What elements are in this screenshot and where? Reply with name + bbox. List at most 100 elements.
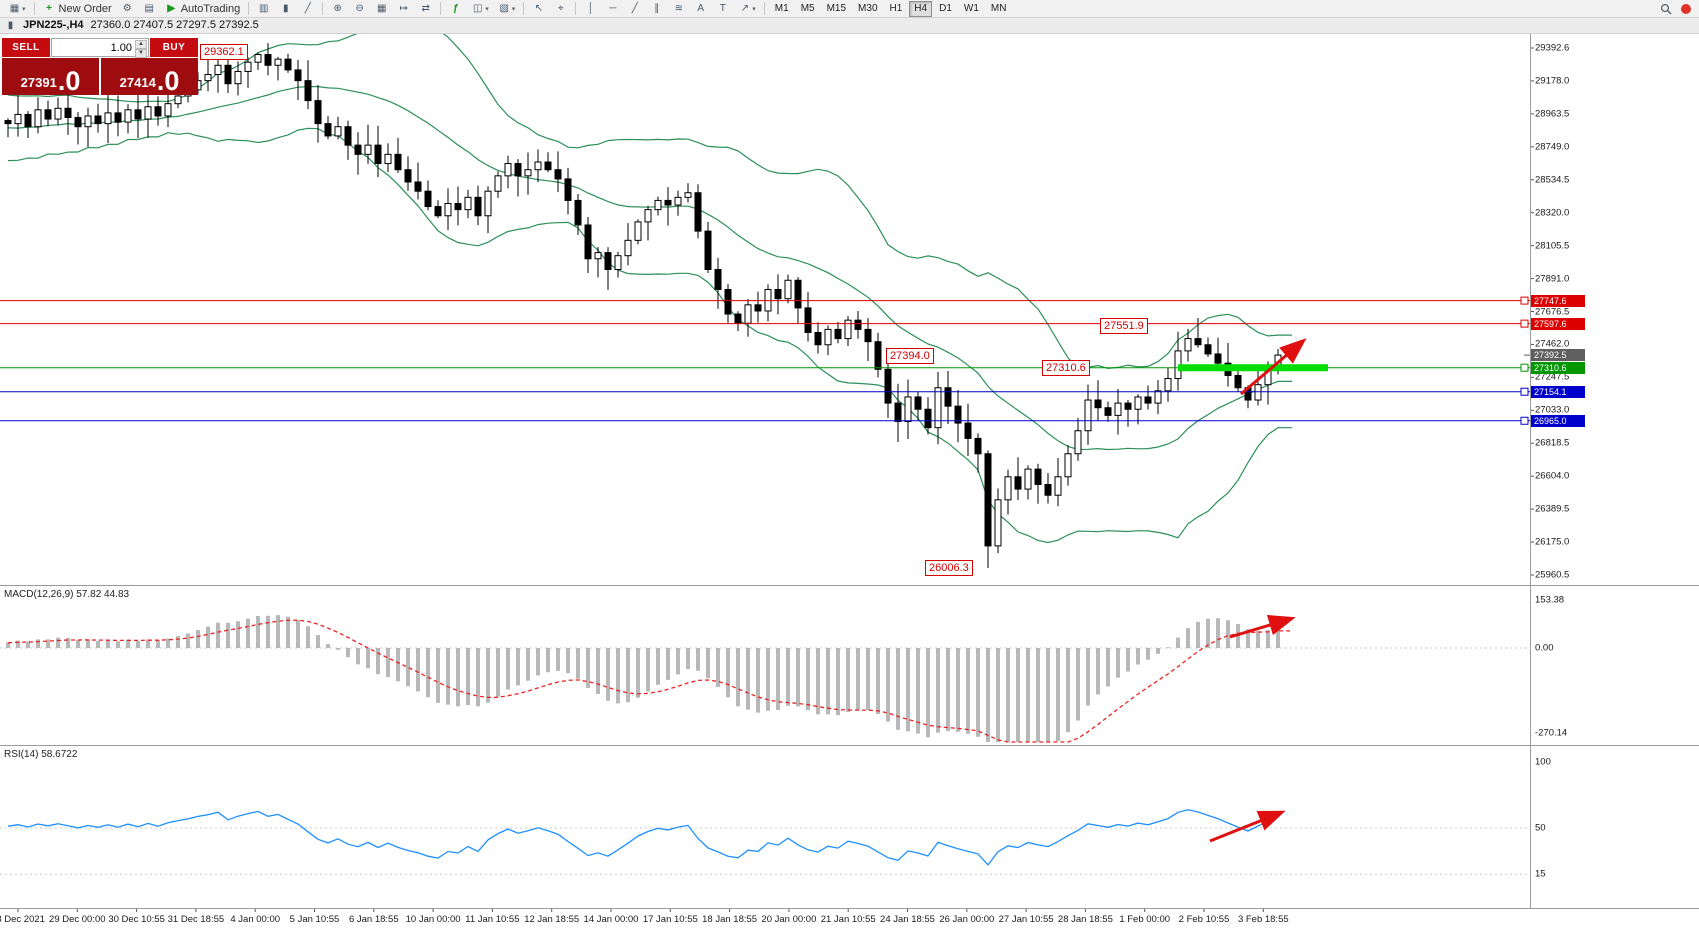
volume-spinner: ▲ ▼ bbox=[135, 40, 147, 58]
new-order-button[interactable]: + New Order bbox=[39, 1, 116, 16]
price-callout[interactable]: 26006.3 bbox=[925, 560, 973, 576]
notification-badge[interactable] bbox=[1681, 3, 1691, 14]
charts-menu-button[interactable]: ▦ ▾ bbox=[4, 1, 30, 16]
crosshair-button[interactable]: ⌖ bbox=[550, 1, 571, 16]
line-chart-button[interactable]: ╱ bbox=[297, 1, 318, 16]
periods-button[interactable]: ◫ ▾ bbox=[467, 1, 493, 16]
zoom-out-icon: ⊖ bbox=[355, 3, 364, 14]
price-callout[interactable]: 29362.1 bbox=[200, 44, 248, 60]
price-callout[interactable]: 27394.0 bbox=[886, 348, 934, 364]
sell-price-fraction: .0 bbox=[57, 66, 81, 96]
line-chart-icon: ╱ bbox=[304, 3, 311, 14]
panel-separator[interactable] bbox=[0, 745, 1699, 746]
arrows-button[interactable]: ↗ ▾ bbox=[734, 1, 760, 16]
indicators-button[interactable]: ƒ bbox=[445, 1, 466, 16]
time-axis-label: 3 Feb 18:55 bbox=[1237, 914, 1289, 925]
vertical-line-button[interactable]: │ bbox=[580, 1, 601, 16]
bar-chart-button[interactable]: ▥ bbox=[253, 1, 274, 16]
fibonacci-button[interactable]: ≋ bbox=[668, 1, 689, 16]
chart-shift-button[interactable]: ⇄ bbox=[415, 1, 436, 16]
current-price-tag: 27392.5 bbox=[1531, 349, 1585, 362]
timeframe-button-h1[interactable]: H1 bbox=[889, 2, 903, 14]
volume-decrease-button[interactable]: ▼ bbox=[135, 49, 147, 58]
rsi-indicator-label: RSI(14) 58.6722 bbox=[4, 749, 78, 760]
macd-axis[interactable] bbox=[1530, 586, 1699, 745]
price-line-tag[interactable]: 27747.6 bbox=[1531, 294, 1585, 307]
price-axis-label: 27891.0 bbox=[1535, 273, 1570, 285]
new-order-label: New Order bbox=[58, 2, 112, 15]
expert-advisors-button[interactable]: ⚙ bbox=[117, 1, 138, 16]
zoom-out-button[interactable]: ⊖ bbox=[349, 1, 370, 16]
volume-field: ▲ ▼ bbox=[51, 38, 149, 58]
text-label-icon: T bbox=[719, 3, 726, 14]
timeframe-button-d1[interactable]: D1 bbox=[939, 2, 952, 14]
chart-shift-icon: ⇄ bbox=[421, 3, 430, 14]
autotrading-label: AutoTrading bbox=[180, 2, 241, 15]
timeframe-button-w1[interactable]: W1 bbox=[963, 2, 979, 14]
sell-price: 27391 bbox=[20, 75, 57, 90]
timeframe-button-m30[interactable]: M30 bbox=[858, 2, 878, 14]
autotrading-button[interactable]: ▶ AutoTrading bbox=[161, 1, 245, 16]
time-axis-label: 4 Jan 00:00 bbox=[230, 914, 281, 925]
timeframe-button-m15[interactable]: M15 bbox=[826, 2, 847, 14]
toolbar-separator bbox=[575, 2, 577, 15]
zoom-in-button[interactable]: ⊕ bbox=[327, 1, 348, 16]
chart-plot-area[interactable] bbox=[0, 33, 1530, 585]
rsi-axis-label: 50 bbox=[1535, 822, 1546, 834]
templates-button[interactable]: ▧ ▾ bbox=[494, 1, 520, 16]
sell-button[interactable]: SELL bbox=[2, 38, 50, 57]
price-line-tag[interactable]: 27310.6 bbox=[1531, 361, 1585, 374]
price-axis-label: 29392.6 bbox=[1535, 42, 1570, 54]
channel-button[interactable]: ∥ bbox=[646, 1, 667, 16]
time-axis-label: 1 Feb 00:00 bbox=[1119, 914, 1171, 925]
buy-button[interactable]: BUY bbox=[150, 38, 198, 57]
tile-windows-button[interactable]: ▦ bbox=[371, 1, 392, 16]
price-callout[interactable]: 27310.6 bbox=[1042, 360, 1090, 376]
text-label-button[interactable]: T bbox=[712, 1, 733, 16]
text-button[interactable]: A bbox=[690, 1, 711, 16]
search-button[interactable] bbox=[1656, 1, 1676, 16]
price-line-tag[interactable]: 26965.0 bbox=[1531, 414, 1585, 427]
volume-input[interactable] bbox=[52, 40, 148, 55]
timeframe-button-m1[interactable]: M1 bbox=[774, 2, 789, 14]
time-axis-label: 31 Dec 18:55 bbox=[167, 914, 225, 925]
price-callout[interactable]: 27551.9 bbox=[1100, 318, 1148, 334]
toolbar-separator bbox=[440, 2, 442, 15]
price-axis-label: 25960.5 bbox=[1535, 569, 1570, 581]
trendline-button[interactable]: ╱ bbox=[624, 1, 645, 16]
timeframe-button-mn[interactable]: MN bbox=[990, 2, 1007, 14]
list-icon: ▤ bbox=[144, 3, 154, 14]
time-axis-label: 28 Jan 18:55 bbox=[1057, 914, 1113, 925]
horizontal-line-button[interactable]: ─ bbox=[602, 1, 623, 16]
arrow-object-icon: ↗ bbox=[740, 3, 749, 14]
time-axis-label: 21 Jan 10:55 bbox=[820, 914, 876, 925]
chevron-down-icon: ▾ bbox=[752, 5, 756, 13]
time-axis-label: 18 Jan 18:55 bbox=[702, 914, 758, 925]
auto-scroll-button[interactable]: ↦ bbox=[393, 1, 414, 16]
price-axis-label: 28749.0 bbox=[1535, 141, 1570, 153]
time-axis-label: 6 Jan 18:55 bbox=[348, 914, 399, 925]
rsi-axis[interactable] bbox=[1530, 746, 1699, 908]
time-axis-separator bbox=[0, 908, 1699, 909]
vertical-line-icon: │ bbox=[587, 3, 594, 14]
timeframe-button-m5[interactable]: M5 bbox=[800, 2, 815, 14]
rsi-axis-label: 100 bbox=[1535, 756, 1551, 768]
market-watch-button[interactable]: ▤ bbox=[139, 1, 160, 16]
volume-increase-button[interactable]: ▲ bbox=[135, 40, 147, 49]
price-axis-label: 28963.5 bbox=[1535, 108, 1570, 120]
price-axis-label: 29178.0 bbox=[1535, 75, 1570, 87]
cursor-button[interactable]: ↖ bbox=[528, 1, 549, 16]
sell-price-display[interactable]: 27391 .0 bbox=[2, 58, 99, 95]
timeframe-button-h4[interactable]: H4 bbox=[909, 0, 933, 17]
panel-separator[interactable] bbox=[0, 585, 1699, 586]
horizontal-line-icon: ─ bbox=[609, 3, 617, 14]
time-axis-label: 10 Jan 00:00 bbox=[405, 914, 461, 925]
plus-icon: + bbox=[46, 3, 52, 14]
macd-axis-label: -270.14 bbox=[1535, 727, 1568, 739]
buy-price-display[interactable]: 27414 .0 bbox=[101, 58, 198, 95]
price-line-tag[interactable]: 27597.6 bbox=[1531, 317, 1585, 330]
candlestick-chart-button[interactable]: ▮ bbox=[275, 1, 296, 16]
time-axis-label: 24 Jan 18:55 bbox=[880, 914, 935, 925]
time-axis-label: 20 Jan 00:00 bbox=[761, 914, 817, 925]
price-line-tag[interactable]: 27154.1 bbox=[1531, 385, 1585, 398]
